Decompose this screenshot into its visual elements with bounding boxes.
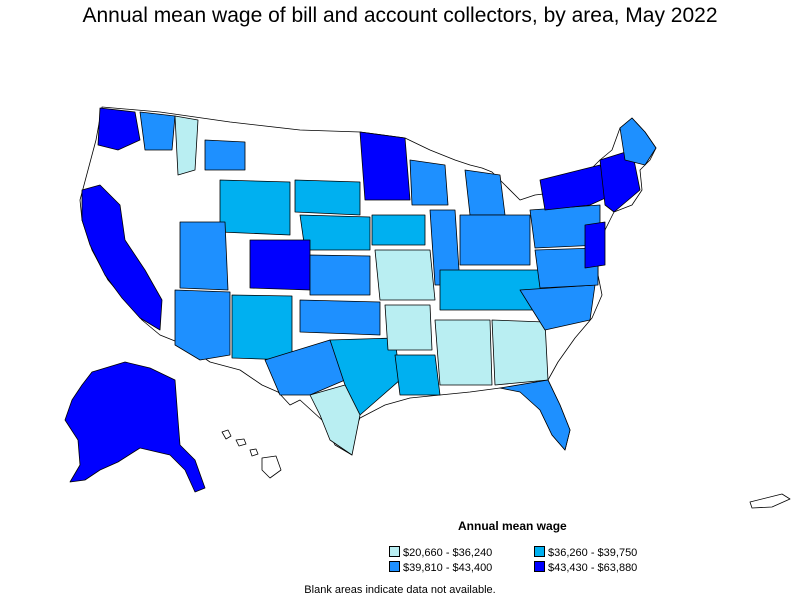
hawaii-island-3 (249, 448, 259, 457)
region-texas-east (329, 337, 401, 416)
region-iowa (371, 214, 426, 246)
region-mid-atlantic (584, 221, 606, 269)
region-california-oregon-coast (81, 184, 163, 331)
legend-label-4: $43,430 - $63,880 (548, 562, 638, 574)
hawaii-island-1 (221, 429, 232, 440)
region-nebraska (299, 214, 371, 251)
legend-label-2: $36,260 - $39,750 (548, 547, 638, 559)
region-idaho-north (174, 115, 199, 176)
legend-title: Annual mean wage (458, 519, 567, 533)
legend-item-3: $39,810 - $43,400 (389, 561, 492, 575)
region-michigan (464, 169, 506, 216)
alaska (64, 361, 206, 493)
legend-swatch-1 (389, 546, 400, 557)
region-utah (179, 221, 229, 291)
legend-swatch-2 (534, 546, 545, 557)
region-mississippi-alabama (434, 319, 493, 386)
legend-item-1: $20,660 - $36,240 (389, 546, 492, 560)
region-south-dakota (294, 179, 361, 216)
region-new-york (539, 164, 613, 211)
region-texas-south (309, 384, 361, 456)
region-oklahoma (299, 299, 381, 336)
legend-item-2: $36,260 - $39,750 (534, 546, 637, 560)
region-texas-west (264, 339, 346, 396)
legend-item-4: $43,430 - $63,880 (534, 561, 637, 575)
legend-swatch-4 (534, 561, 545, 572)
region-montana-west (204, 139, 246, 171)
region-virginia (534, 247, 599, 289)
region-georgia (491, 319, 549, 386)
region-indiana-ohio (459, 214, 531, 266)
region-kansas (309, 254, 371, 296)
region-maine (619, 117, 657, 166)
legend-label-3: $39,810 - $43,400 (403, 562, 493, 574)
region-wyoming (219, 179, 291, 236)
region-arizona (174, 289, 231, 361)
region-wisconsin (409, 159, 449, 206)
region-colorado (249, 239, 311, 291)
region-missouri (374, 249, 436, 301)
footnote: Blank areas indicate data not available. (304, 584, 496, 596)
hawaii-island-2 (235, 438, 247, 447)
region-louisiana (394, 354, 441, 396)
puerto-rico (749, 493, 791, 509)
region-minnesota (359, 131, 411, 201)
region-new-mexico (231, 294, 293, 361)
hawaii-island-4 (261, 455, 282, 479)
legend-swatch-3 (389, 561, 400, 572)
map-title: Annual mean wage of bill and account col… (82, 4, 718, 27)
region-washington-coast (97, 107, 141, 151)
region-washington-east (139, 111, 176, 151)
region-arkansas (384, 304, 433, 351)
legend-label-1: $20,660 - $36,240 (403, 547, 493, 559)
region-florida (499, 379, 571, 451)
